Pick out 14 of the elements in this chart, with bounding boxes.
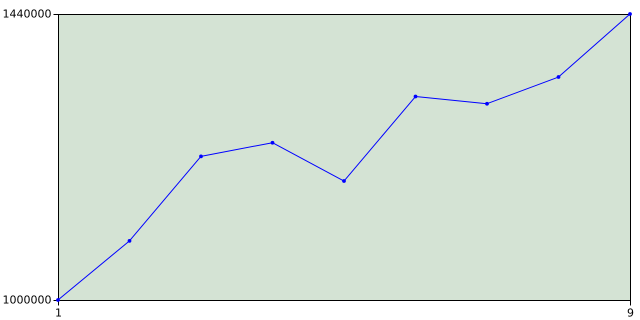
point (270, 140, 274, 145)
point (414, 94, 418, 98)
x-tick-label: 1 (55, 306, 62, 320)
point (485, 102, 489, 106)
point (556, 75, 560, 79)
point (56, 298, 60, 302)
point (628, 12, 632, 16)
x-tick-label: 9 (627, 306, 634, 320)
point (342, 179, 346, 183)
y-tick-label: 1000000 (2, 294, 52, 306)
y-tick-label: 1440000 (2, 8, 52, 20)
point (199, 154, 203, 158)
point (128, 238, 132, 243)
line-series (56, 12, 632, 302)
